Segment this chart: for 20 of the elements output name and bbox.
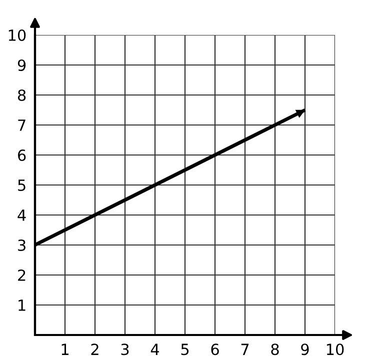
x-tick-label: 3: [121, 344, 129, 356]
y-tick-label: 8: [18, 89, 26, 102]
y-tick-label: 5: [18, 180, 26, 192]
y-tick-label: 7: [18, 120, 26, 131]
x-tick-label: 10: [326, 344, 344, 356]
y-tick-label: 6: [18, 149, 26, 162]
y-tick-label: 4: [18, 210, 26, 221]
x-tick-label: 4: [150, 344, 160, 355]
x-tick-label: 7: [241, 344, 249, 355]
y-tick-label: 2: [18, 269, 26, 281]
x-tick-label: 5: [181, 344, 189, 356]
x-tick-label: 2: [91, 344, 98, 355]
x-tick-label: 1: [62, 344, 68, 355]
y-tick-label: 1: [18, 300, 26, 311]
y-tick-label: 9: [18, 59, 26, 72]
x-tick-label: 6: [211, 344, 219, 356]
x-tick-label: 8: [271, 344, 279, 356]
y-tick-label: 3: [18, 239, 26, 252]
y-tick-label: 10: [8, 29, 26, 42]
x-tick-label: 9: [301, 344, 309, 356]
